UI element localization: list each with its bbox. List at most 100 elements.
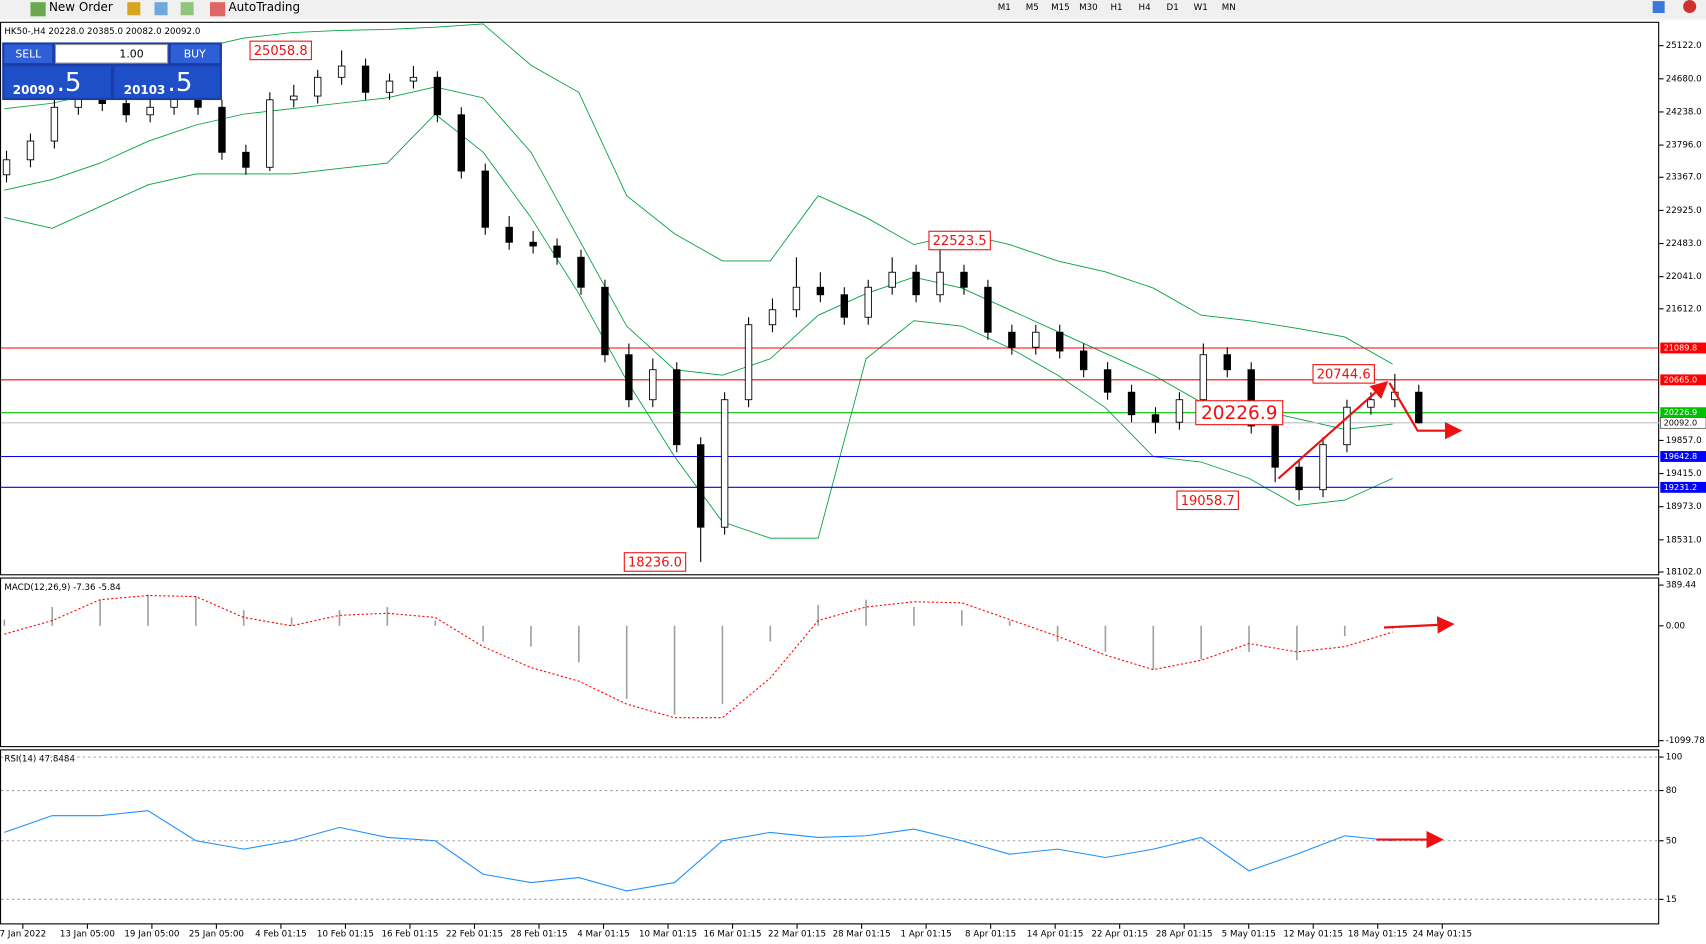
x-tick-label: 5 May 01:15 bbox=[1222, 930, 1276, 940]
candle-body bbox=[481, 170, 489, 228]
price-annotation-box bbox=[623, 552, 687, 572]
y-tick-label: 389.44 bbox=[1666, 581, 1697, 591]
candle-body bbox=[1223, 354, 1231, 371]
timeframe-button[interactable]: M1 bbox=[998, 3, 1011, 13]
bid-box[interactable] bbox=[4, 66, 111, 98]
candle-body bbox=[768, 309, 777, 326]
candle-body bbox=[1343, 406, 1351, 446]
candle-body bbox=[696, 444, 705, 528]
toolbar-icon[interactable] bbox=[127, 2, 141, 16]
bid-price: 20090 bbox=[13, 83, 55, 97]
candle-body bbox=[792, 286, 801, 311]
candle-body bbox=[1271, 425, 1279, 468]
macd-panel bbox=[0, 577, 1660, 748]
candle-body bbox=[720, 399, 729, 528]
candle-body bbox=[146, 106, 154, 116]
volume-input[interactable] bbox=[54, 44, 169, 64]
candle-body bbox=[409, 76, 418, 82]
price-annotation: 25058.8 bbox=[254, 44, 308, 59]
timeframe-button[interactable]: D1 bbox=[1167, 3, 1179, 13]
main-panel bbox=[0, 21, 1660, 576]
x-tick-label: 22 Apr 01:15 bbox=[1091, 930, 1148, 940]
candle-body bbox=[337, 65, 346, 78]
arrow bbox=[1383, 616, 1455, 634]
candle-body bbox=[385, 80, 394, 93]
candle-body bbox=[290, 95, 298, 101]
candle-body bbox=[1199, 354, 1208, 401]
candle-body bbox=[912, 271, 920, 296]
toolbar-icon[interactable] bbox=[180, 2, 194, 16]
new-order-icon[interactable] bbox=[30, 2, 46, 17]
level-tag-label: 21089.8 bbox=[1664, 342, 1698, 352]
volume-value[interactable]: 1.00 bbox=[119, 47, 143, 60]
timeframe-button[interactable]: M30 bbox=[1079, 3, 1098, 13]
level-tag bbox=[1660, 342, 1706, 354]
candle-body bbox=[1319, 444, 1327, 491]
rsi-label: RSI(14) 47.8484 bbox=[4, 755, 75, 765]
arrow bbox=[1388, 382, 1463, 440]
level-tag-label: 20092.0 bbox=[1664, 417, 1698, 427]
ask-pips: .5 bbox=[168, 68, 193, 98]
candle-body bbox=[1367, 399, 1375, 408]
candle-body bbox=[936, 271, 944, 296]
new-order-button[interactable]: New Order bbox=[49, 0, 113, 14]
candle-body bbox=[601, 286, 609, 356]
notification-icon[interactable] bbox=[1683, 0, 1697, 14]
x-tick-label: 25 Jan 05:00 bbox=[189, 930, 244, 940]
candle-body bbox=[625, 354, 633, 401]
price-annotation-box bbox=[1312, 364, 1375, 384]
trend-arrows bbox=[1277, 381, 1463, 849]
candle-body bbox=[1127, 391, 1136, 416]
timeframe-button[interactable]: MN bbox=[1222, 3, 1236, 13]
buy-label[interactable]: BUY bbox=[184, 47, 206, 60]
sell-button[interactable] bbox=[4, 44, 53, 64]
y-tick-label: -1099.78 bbox=[1666, 736, 1705, 746]
level-tag-label: 20665.0 bbox=[1664, 374, 1698, 384]
buy-button[interactable] bbox=[170, 44, 220, 64]
candle-body bbox=[744, 324, 753, 401]
level-tag bbox=[1660, 481, 1706, 493]
autotrading-icon[interactable] bbox=[209, 2, 226, 17]
bollinger-upper bbox=[4, 23, 1393, 365]
y-tick-label: 15 bbox=[1666, 895, 1677, 905]
sell-label[interactable]: SELL bbox=[15, 47, 41, 60]
candle-body bbox=[457, 114, 466, 172]
timeframe-button[interactable]: H4 bbox=[1139, 3, 1152, 13]
x-tick-label: 18 May 01:15 bbox=[1348, 930, 1408, 940]
macd-label: MACD(12,26,9) -7.36 -5.84 bbox=[4, 583, 121, 593]
timeframe-button[interactable]: M5 bbox=[1026, 3, 1039, 13]
search-icon[interactable] bbox=[1652, 1, 1665, 14]
x-tick-label: 28 Mar 01:15 bbox=[833, 930, 891, 940]
price-annotation: 18236.0 bbox=[628, 556, 682, 571]
chart-header: HK50-,H4 20228.0 20385.0 20082.0 20092.0 bbox=[4, 27, 200, 37]
macd-signal-line bbox=[4, 594, 1393, 719]
plot-layer: 25122.0 24680.0 24238.0 23796.0 23367.0 22925… bbox=[0, 23, 1706, 940]
price-annotation: 19058.7 bbox=[1181, 494, 1235, 509]
x-tick-label: 10 Feb 01:15 bbox=[317, 930, 374, 940]
autotrading-button[interactable]: AutoTrading bbox=[228, 0, 300, 14]
candle-body bbox=[1079, 350, 1088, 371]
candle-body bbox=[266, 99, 274, 168]
price-annotation-box bbox=[1195, 400, 1284, 426]
timeframe-button[interactable]: W1 bbox=[1194, 3, 1208, 13]
toolbar-icon[interactable] bbox=[154, 2, 168, 16]
candle-body bbox=[1151, 414, 1160, 423]
x-tick-label: 12 May 01:15 bbox=[1283, 930, 1343, 940]
y-tick-label: 18102.0 bbox=[1666, 568, 1702, 578]
trade-panel: SELL 1.00 BUY 20090 .5 20103 .5 bbox=[2, 42, 222, 101]
candle-body bbox=[984, 286, 992, 333]
x-tick-label: 8 Apr 01:15 bbox=[965, 930, 1016, 940]
y-tick-label: 19415.0 bbox=[1666, 469, 1702, 479]
timeframe-button[interactable]: M15 bbox=[1051, 3, 1070, 13]
y-tick-label: 19857.0 bbox=[1666, 436, 1702, 446]
y-tick-label: 22925.0 bbox=[1666, 206, 1702, 216]
x-tick-label: 28 Apr 01:15 bbox=[1156, 930, 1213, 940]
timeframe-button[interactable]: H1 bbox=[1110, 3, 1122, 13]
y-tick-label: 18973.0 bbox=[1666, 502, 1702, 512]
price-annotation: 20226.9 bbox=[1201, 403, 1277, 424]
ask-box[interactable] bbox=[114, 66, 220, 98]
candle-body bbox=[1008, 331, 1016, 348]
y-tick-label: 22041.0 bbox=[1666, 272, 1702, 282]
